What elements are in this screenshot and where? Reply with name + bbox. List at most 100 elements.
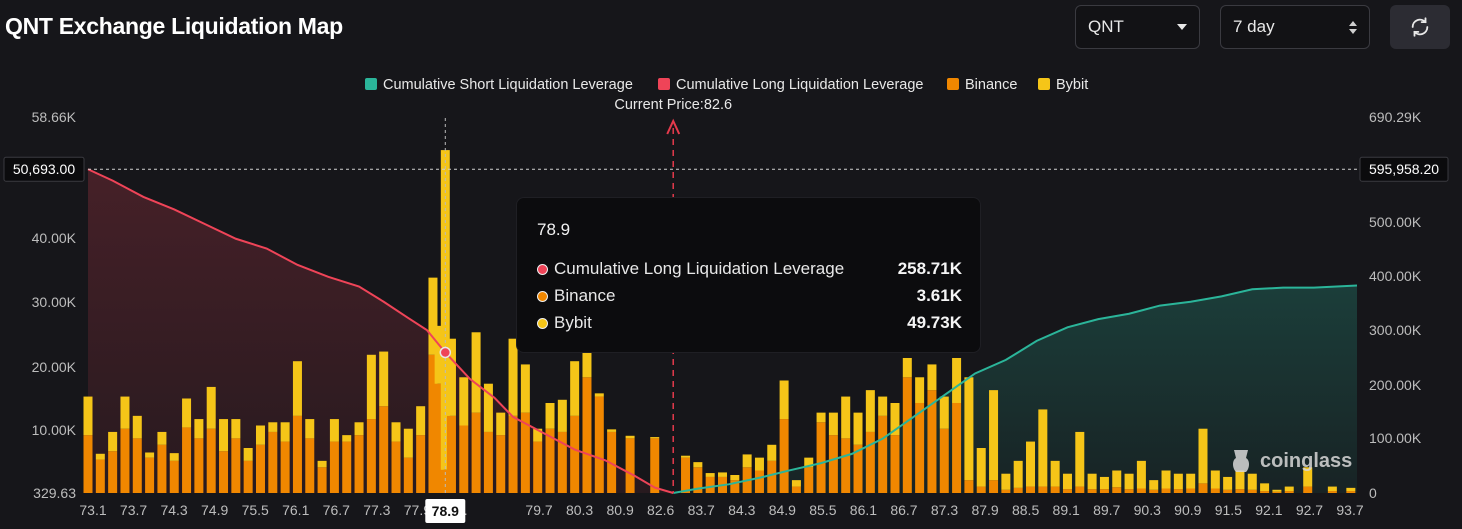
bar-binance (952, 402, 962, 493)
bar-bybit (219, 419, 229, 452)
refresh-icon (1411, 17, 1429, 37)
bar-binance (1124, 489, 1134, 493)
bar-binance (693, 467, 703, 493)
bar-binance (391, 441, 401, 493)
bar-bybit (557, 399, 567, 432)
legend-label: Cumulative Short Liquidation Leverage (383, 77, 633, 93)
long-area (88, 169, 674, 493)
x-tick-label: 92.1 (1255, 502, 1282, 518)
bar-bybit (1013, 460, 1023, 488)
bar-binance (305, 438, 315, 493)
tooltip-label: Cumulative Long Liquidation Leverage (554, 259, 845, 278)
bar-binance (1001, 489, 1011, 493)
bar-binance (878, 415, 888, 493)
bar-bybit (379, 351, 389, 407)
bar-bybit (1161, 470, 1171, 489)
long-dot-icon (537, 263, 548, 275)
x-tick-label: 86.7 (890, 502, 917, 518)
bar-bybit (705, 473, 715, 477)
bar-bybit (243, 447, 253, 461)
x-tick-label: 92.7 (1296, 502, 1323, 518)
bar-binance (120, 428, 130, 493)
bar-binance (1260, 491, 1270, 493)
bar-binance (1223, 489, 1233, 493)
bar-bybit (976, 447, 986, 487)
bar-bybit (1026, 441, 1036, 487)
bar-bybit (132, 415, 142, 439)
bar-bybit (816, 412, 826, 423)
bar-bybit (1001, 473, 1011, 490)
legend-label: Binance (965, 77, 1017, 93)
crosshair-left-badge (3, 156, 85, 182)
bar-bybit (742, 454, 752, 468)
bar-binance (1235, 489, 1245, 493)
x-tick-label: 88.5 (1012, 502, 1039, 518)
bar-binance (1038, 486, 1048, 493)
bar-bybit (533, 428, 543, 442)
x-tick-label: 86.1 (850, 502, 877, 518)
bar-bybit (108, 431, 118, 452)
short-area (673, 285, 1357, 493)
y-right-tick-label: 0 (1369, 485, 1377, 501)
bar-bybit (520, 364, 530, 413)
bar-bybit (342, 435, 352, 442)
tooltip-row-long: Cumulative Long Liquidation Leverage 258… (537, 259, 962, 279)
y-left-tick-label: 20.00K (32, 359, 77, 375)
bar-binance (1247, 489, 1257, 493)
bybit-dot-icon (537, 317, 548, 329)
y-left-tick-label: 10.00K (32, 422, 77, 438)
bar-bybit (890, 402, 900, 436)
y-right-tick-label: 400.00K (1369, 268, 1422, 284)
bar-bybit (428, 277, 438, 355)
bar-bybit (1247, 473, 1257, 490)
bar-bybit (194, 419, 204, 439)
bar-binance (976, 486, 986, 493)
bar-bybit (416, 406, 426, 436)
bar-bybit (952, 357, 962, 403)
x-tick-label: 90.3 (1134, 502, 1161, 518)
up-down-arrows-icon (1349, 20, 1357, 34)
bar-binance (650, 438, 660, 493)
legend-label: Bybit (1056, 77, 1088, 93)
bar-bybit (1223, 476, 1233, 490)
bar-bybit (1099, 476, 1109, 490)
bar-bybit (157, 431, 167, 445)
range-select[interactable]: 7 day (1220, 5, 1370, 49)
y-right-tick-label: 100.00K (1369, 430, 1422, 446)
bar-binance (853, 444, 863, 493)
bar-binance (625, 438, 635, 493)
page-title: QNT Exchange Liquidation Map (5, 13, 343, 39)
bar-binance (681, 457, 691, 493)
y-right-tick-label: 200.00K (1369, 377, 1422, 393)
coin-select[interactable]: QNT (1075, 5, 1200, 49)
crosshair-right-label: 595,958.20 (1369, 161, 1439, 177)
y-left-tick-label: 58.66K (32, 109, 77, 125)
coinglass-logo-icon (1233, 450, 1249, 472)
bar-binance (231, 438, 241, 493)
bar-binance (1210, 488, 1220, 493)
y-left-tick-label: 30.00K (32, 294, 77, 310)
x-tick-label: 91.5 (1215, 502, 1242, 518)
y-right-tick-label: 300.00K (1369, 322, 1422, 338)
bar-binance (95, 459, 105, 493)
bar-binance (1149, 489, 1159, 493)
bar-binance (434, 383, 444, 493)
refresh-button[interactable] (1390, 5, 1450, 49)
bar-bybit (182, 398, 192, 428)
bar-bybit (693, 462, 703, 468)
bar-binance (145, 457, 155, 493)
bar-bybit (145, 452, 155, 458)
crosshair-left-label: 50,693.00 (13, 161, 75, 177)
bar-binance (570, 415, 580, 493)
bar-binance (255, 444, 265, 493)
bar-binance (471, 412, 481, 493)
watermark-text: coinglass (1260, 449, 1353, 472)
bar-binance (379, 406, 389, 493)
bar-binance (791, 486, 801, 493)
bar-binance (939, 428, 949, 493)
bar-binance (1050, 486, 1060, 493)
x-tick-label: 84.3 (728, 502, 755, 518)
bar-bybit (1062, 473, 1072, 490)
bar-bybit (255, 425, 265, 445)
